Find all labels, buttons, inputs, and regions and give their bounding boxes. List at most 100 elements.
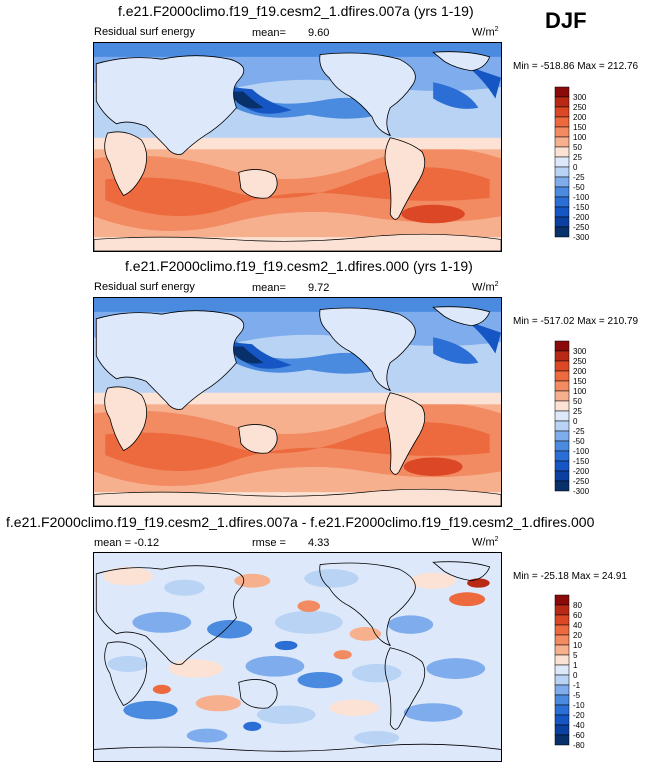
colorbar-tick-label: -5 [573, 691, 581, 700]
panel3-map [93, 552, 502, 762]
panel2-minmax: Min = -517.02 Max = 210.79 [513, 316, 639, 327]
panel1-units: W/m2 [472, 26, 499, 39]
colorbar-swatch [554, 440, 570, 452]
colorbar-tick-label: -300 [573, 233, 590, 242]
colorbar-swatch [554, 370, 570, 382]
colorbar-tick-label: 0 [573, 417, 578, 426]
colorbar-tick-label: 50 [573, 143, 582, 152]
colorbar-tick-label: -300 [573, 487, 590, 496]
panel1-mean-value: 9.60 [308, 27, 330, 39]
colorbar-swatch [554, 624, 570, 636]
colorbar-swatch [554, 430, 570, 442]
colorbar-tick-label: -10 [573, 701, 585, 710]
colorbar-swatch [554, 156, 570, 168]
panel2-units: W/m2 [472, 281, 499, 294]
colorbar-tick-label: -250 [573, 223, 590, 232]
panel3-rmse-value: 4.33 [308, 537, 330, 549]
colorbar-swatch [554, 714, 570, 726]
colorbar-swatch [554, 360, 570, 372]
colorbar-tick-label: 5 [573, 651, 578, 660]
colorbar-swatch [554, 136, 570, 148]
panel1-mean-label: mean= [252, 27, 286, 39]
colorbar-tick-label: 20 [573, 631, 582, 640]
panel1-variable-label: Residual surf energy [94, 26, 195, 38]
panel2-mean-label: mean= [252, 282, 286, 294]
colorbar-tick-label: 250 [573, 357, 587, 366]
panel3-rmse-label: rmse = [252, 537, 286, 549]
colorbar-swatch [554, 226, 570, 238]
colorbar-swatch [554, 674, 570, 686]
colorbar-swatch [554, 350, 570, 362]
colorbar-swatch [554, 410, 570, 422]
colorbar-tick-label: 10 [573, 641, 582, 650]
colorbar-swatch [554, 480, 570, 492]
colorbar-swatch [554, 116, 570, 128]
colorbar-tick-label: 60 [573, 611, 582, 620]
panel3-colorbar: 80 60 40 20 10 5 1 0 -1 -5 -10 -20 -40 -60 -80 [554, 594, 625, 755]
colorbar-tick-label: -80 [573, 741, 585, 750]
colorbar-swatch [554, 684, 570, 696]
panel2-colorbar: 300 250 200 150 100 50 25 0 -25 -50 -100 -150 -200 -2… [554, 340, 625, 501]
colorbar-tick-label: 300 [573, 93, 587, 102]
colorbar-swatch [554, 106, 570, 118]
colorbar-swatch [554, 166, 570, 178]
colorbar-tick-label: -40 [573, 721, 585, 730]
colorbar-tick-label: -150 [573, 203, 590, 212]
colorbar-tick-label: -150 [573, 457, 590, 466]
colorbar-tick-label: -50 [573, 437, 585, 446]
colorbar-swatch [554, 460, 570, 472]
colorbar-swatch [554, 186, 570, 198]
colorbar-tick-label: -100 [573, 447, 590, 456]
colorbar-tick-label: -200 [573, 213, 590, 222]
colorbar-swatch [554, 216, 570, 228]
colorbar-swatch [554, 390, 570, 402]
colorbar-tick-label: 1 [573, 661, 578, 670]
panel1-title: f.e21.F2000climo.f19_f19.cesm2_1.dfires.… [118, 3, 474, 19]
colorbar-tick-label: -60 [573, 731, 585, 740]
panel2-map [93, 297, 502, 507]
colorbar-tick-label: 50 [573, 397, 582, 406]
colorbar-tick-label: 100 [573, 133, 587, 142]
colorbar-tick-label: 100 [573, 387, 587, 396]
colorbar-tick-label: 300 [573, 347, 587, 356]
colorbar-swatch [554, 126, 570, 138]
colorbar-swatch [554, 86, 570, 98]
colorbar-tick-label: 0 [573, 671, 578, 680]
colorbar-tick-label: -50 [573, 183, 585, 192]
colorbar-swatch [554, 604, 570, 616]
panel1-colorbar: 300 250 200 150 100 50 25 0 -25 -50 -100 -150 -200 -2… [554, 86, 625, 247]
colorbar-tick-label: -20 [573, 711, 585, 720]
colorbar-swatch [554, 664, 570, 676]
panel1-minmax: Min = -518.86 Max = 212.76 [513, 61, 639, 72]
panel3-minmax: Min = -25.18 Max = 24.91 [513, 571, 627, 582]
colorbar-swatch [554, 470, 570, 482]
colorbar-swatch [554, 96, 570, 108]
colorbar-tick-label: 80 [573, 601, 582, 610]
colorbar-tick-label: 0 [573, 163, 578, 172]
colorbar-swatch [554, 614, 570, 626]
colorbar-tick-label: 250 [573, 103, 587, 112]
panel3-title: f.e21.F2000climo.f19_f19.cesm2_1.dfires.… [6, 514, 595, 530]
panel2-variable-label: Residual surf energy [94, 281, 195, 293]
colorbar-tick-label: 25 [573, 407, 582, 416]
colorbar-tick-label: -25 [573, 427, 585, 436]
colorbar-swatch [554, 734, 570, 746]
colorbar-swatch [554, 420, 570, 432]
colorbar-swatch [554, 400, 570, 412]
colorbar-swatch [554, 644, 570, 656]
panel3-units: W/m2 [472, 536, 499, 549]
colorbar-tick-label: -250 [573, 477, 590, 486]
season-label: DJF [545, 8, 587, 33]
colorbar-swatch [554, 206, 570, 218]
colorbar-swatch [554, 146, 570, 158]
colorbar-tick-label: -100 [573, 193, 590, 202]
colorbar-swatch [554, 694, 570, 706]
colorbar-swatch [554, 340, 570, 352]
colorbar-swatch [554, 634, 570, 646]
colorbar-tick-label: -200 [573, 467, 590, 476]
colorbar-swatch [554, 450, 570, 462]
panel1-map [93, 42, 502, 252]
colorbar-tick-label: 150 [573, 377, 587, 386]
colorbar-tick-label: -1 [573, 681, 581, 690]
colorbar-tick-label: -25 [573, 173, 585, 182]
